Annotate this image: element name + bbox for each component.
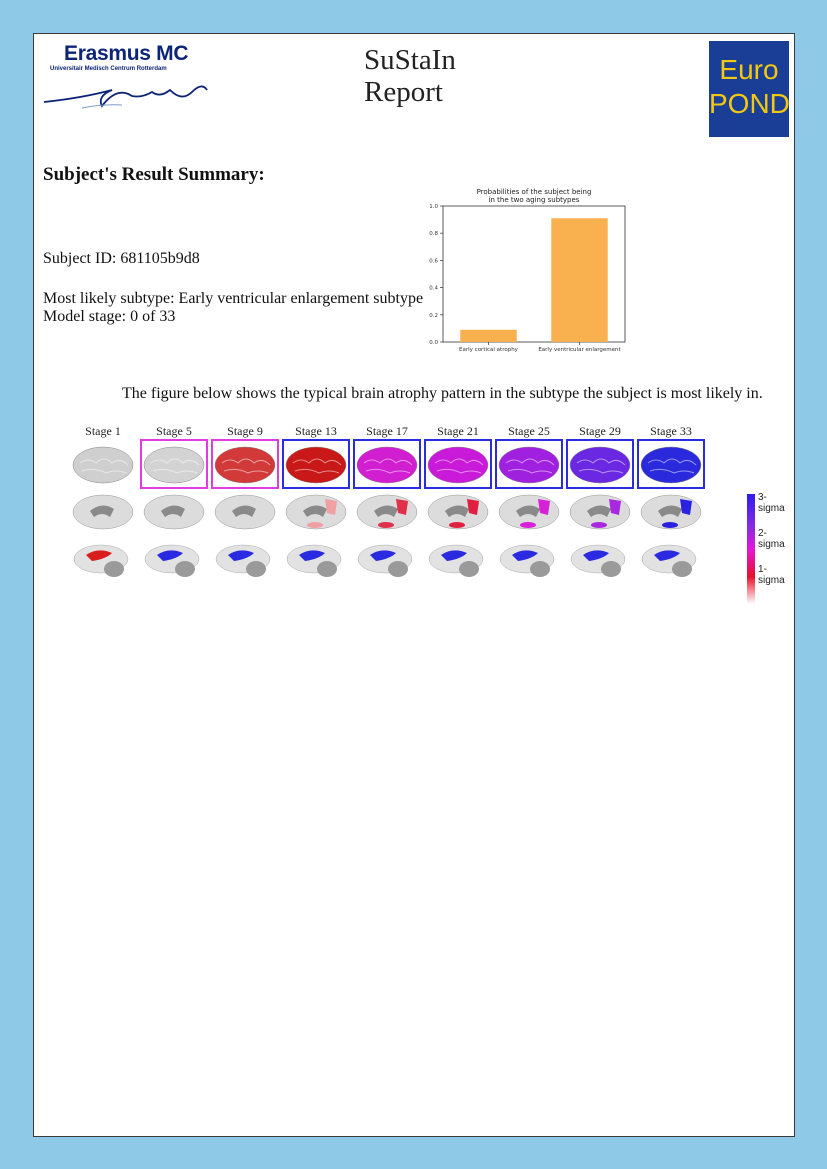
sigma-colorbar (747, 494, 755, 604)
stage-highlight-box (140, 439, 208, 489)
brain-views-stage (72, 446, 134, 577)
report-title: SuStaIn Report (364, 44, 456, 108)
stage-label: Stage 5 (156, 424, 192, 438)
brain-views-stage (285, 446, 347, 577)
report-page: Erasmus MC Universitair Medisch Centrum … (33, 33, 795, 1137)
y-tick-label: 0.8 (429, 231, 438, 237)
stage-highlight-box (282, 439, 350, 489)
figure-caption: The figure below shows the typical brain… (122, 385, 763, 402)
stage-highlight-box (566, 439, 634, 489)
report-title-line1: SuStaIn (364, 44, 456, 76)
y-tick-label: 1.0 (429, 204, 438, 210)
brain-views-stage (356, 446, 418, 577)
chart-title: Probabilities of the subject being (477, 188, 592, 196)
y-tick-label: 0.2 (429, 313, 438, 319)
chart-plot-area (442, 205, 626, 343)
summary-heading: Subject's Result Summary: (43, 164, 265, 185)
legend-2-sigma: 2-sigma (758, 528, 785, 550)
stage-label: Stage 21 (437, 424, 479, 438)
erasmus-signature-icon (43, 85, 208, 109)
bar-early-cortical-atrophy (460, 329, 517, 342)
stage-label: Stage 17 (366, 424, 408, 438)
brain-views-stage (427, 446, 489, 577)
europond-logo-line2: POND (709, 88, 790, 119)
brain-views-stage (640, 446, 702, 577)
model-stage: Model stage: 0 of 33 (43, 308, 176, 325)
stage-highlight-box (353, 439, 421, 489)
erasmus-mc-logo: Erasmus MC Universitair Medisch Centrum … (42, 42, 222, 112)
subtype-probability-chart: Probabilities of the subject being in th… (429, 188, 626, 353)
y-tick-label: 0.4 (429, 286, 438, 292)
most-likely-subtype: Most likely subtype: Early ventricular e… (43, 290, 424, 307)
institution-name: Erasmus MC (64, 42, 189, 65)
brain-views-stage (569, 446, 631, 577)
brain-views-stage (214, 446, 276, 577)
stage-label: Stage 33 (650, 424, 692, 438)
europond-logo-line1: Euro (719, 54, 779, 85)
stage-highlight-box (637, 439, 705, 489)
subject-id: Subject ID: 681105b9d8 (43, 250, 200, 267)
brain-views-stage (498, 446, 560, 577)
europond-logo: Euro POND (709, 41, 790, 137)
stage-highlight-box (211, 439, 279, 489)
legend-1-sigma: 1-sigma (758, 564, 785, 586)
report-title-line2: Report (364, 76, 443, 108)
y-tick-label: 0.6 (429, 258, 438, 264)
brain-views-stage (143, 446, 205, 577)
y-tick-label: 0.0 (429, 340, 438, 346)
legend-3-sigma: 3-sigma (758, 492, 785, 514)
stage-label: Stage 29 (579, 424, 621, 438)
stage-label: Stage 25 (508, 424, 550, 438)
x-tick-label: Early ventricular enlargement (538, 347, 621, 353)
stage-label: Stage 13 (295, 424, 337, 438)
bar-early-ventricular-enlargement (551, 218, 608, 342)
stage-label: Stage 1 (85, 424, 121, 438)
stage-highlight-box (495, 439, 563, 489)
stage-label: Stage 9 (227, 424, 263, 438)
chart-subtitle: in the two aging subtypes (489, 196, 580, 204)
x-tick-label: Early cortical atrophy (459, 347, 519, 353)
institution-subtitle: Universitair Medisch Centrum Rotterdam (50, 66, 167, 72)
stage-highlight-box (424, 439, 492, 489)
atrophy-stage-figure: 3-sigma 2-sigma 1-sigma Stage 1 Stage 5 St… (68, 424, 785, 634)
